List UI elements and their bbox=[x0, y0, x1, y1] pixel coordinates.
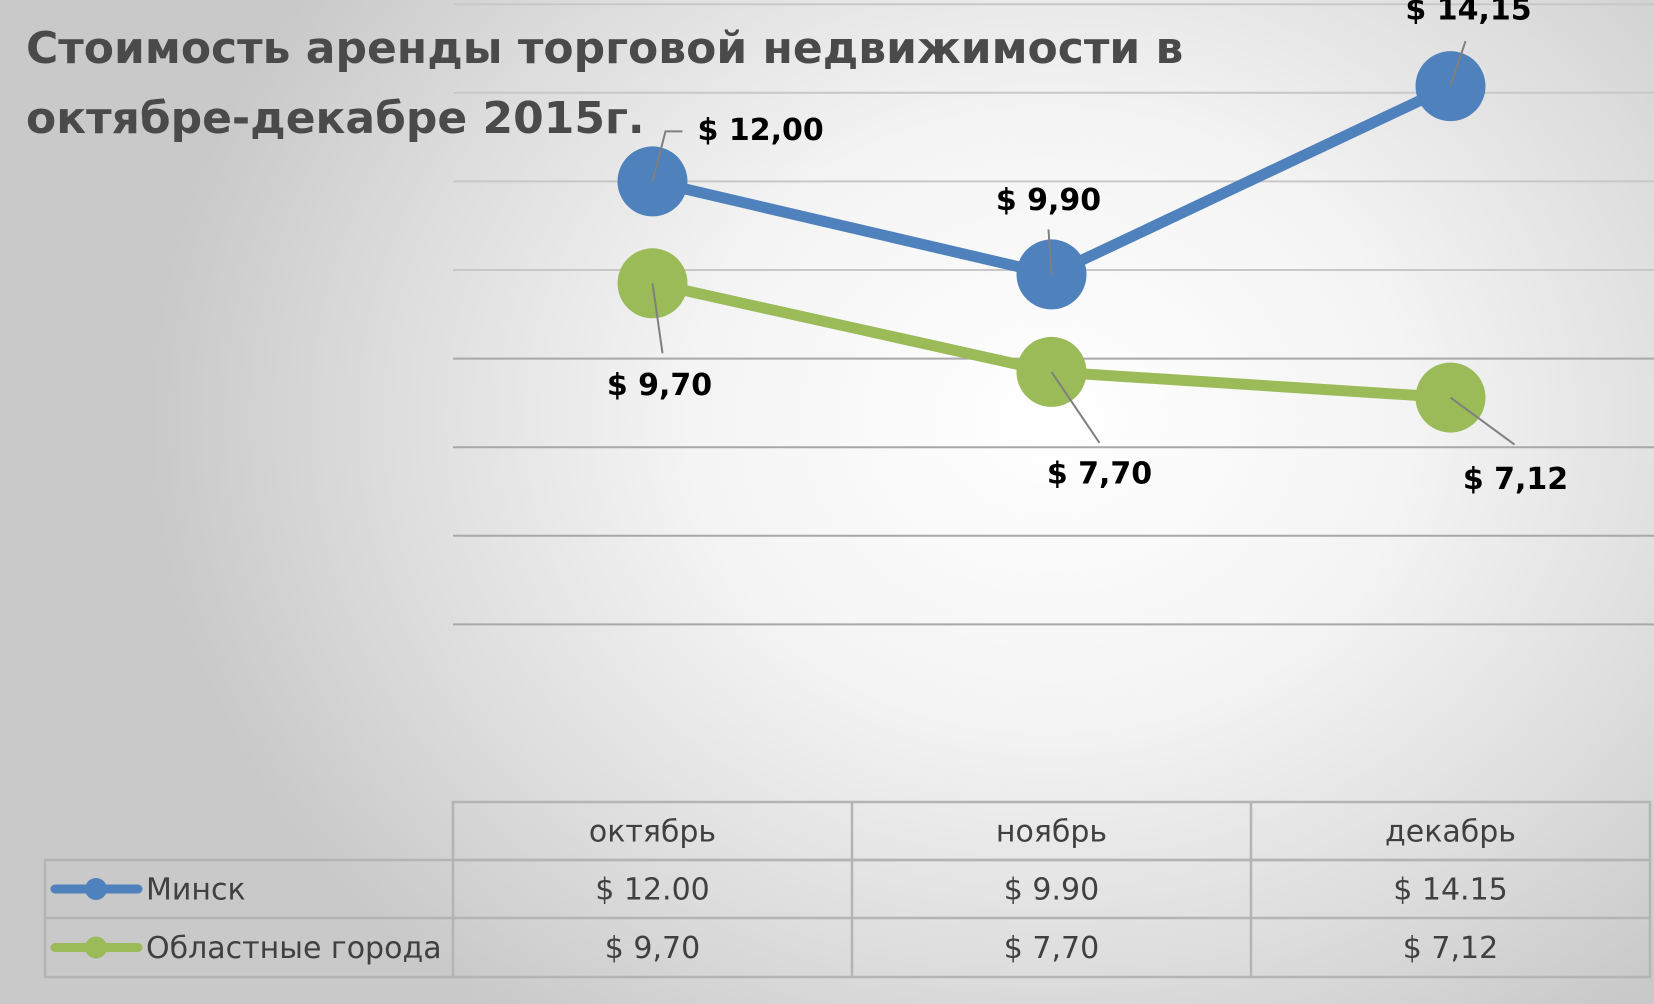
legend-label-0: Минск bbox=[146, 873, 246, 908]
leader-line-0-1 bbox=[1047, 229, 1053, 275]
leader-line-1-0 bbox=[651, 283, 664, 354]
table-cell-0-0: $ 12.00 bbox=[595, 873, 710, 908]
legend-label-1: Областные города bbox=[146, 931, 442, 966]
category-label-0: октябрь bbox=[589, 815, 716, 850]
data-label-1-0: $ 9,70 bbox=[607, 368, 712, 403]
category-label-1: ноябрь bbox=[996, 815, 1107, 850]
leader-line-0-2 bbox=[1449, 40, 1467, 87]
data-label-0-1: $ 9,90 bbox=[996, 183, 1101, 218]
leader-line-1-1 bbox=[1050, 371, 1101, 444]
data-label-0-0: $ 12,00 bbox=[698, 113, 824, 148]
table-cell-0-2: $ 14.15 bbox=[1393, 873, 1508, 908]
leader-line-1-2 bbox=[1449, 396, 1516, 446]
category-label-2: декабрь bbox=[1385, 815, 1516, 850]
table-cell-0-1: $ 9.90 bbox=[1004, 873, 1099, 908]
table-cell-1-0: $ 9,70 bbox=[605, 931, 700, 966]
data-labels: $ 12,00 $ 9,90 $ 14,15 $ 9,70 $ 7,70 $ 7,12 bbox=[607, 0, 1568, 497]
legend-marker-1 bbox=[85, 936, 107, 959]
table-cell-1-1: $ 7,70 bbox=[1004, 931, 1099, 966]
data-label-1-2: $ 7,12 bbox=[1463, 462, 1568, 497]
series-layer bbox=[617, 51, 1486, 433]
table-cell-1-2: $ 7,12 bbox=[1403, 931, 1498, 966]
data-label-0-2: $ 14,15 bbox=[1405, 0, 1531, 28]
legend-marker-0 bbox=[85, 878, 107, 900]
leader-line-0-0 bbox=[651, 130, 683, 182]
chart-title: Стоимость аренды торговой недвижимости в… bbox=[26, 23, 1184, 144]
data-table: октябрь ноябрь декабрь Минск $ 12.00 $ 9.90 $ … bbox=[43, 800, 1652, 979]
data-label-1-1: $ 7,70 bbox=[1047, 456, 1152, 491]
